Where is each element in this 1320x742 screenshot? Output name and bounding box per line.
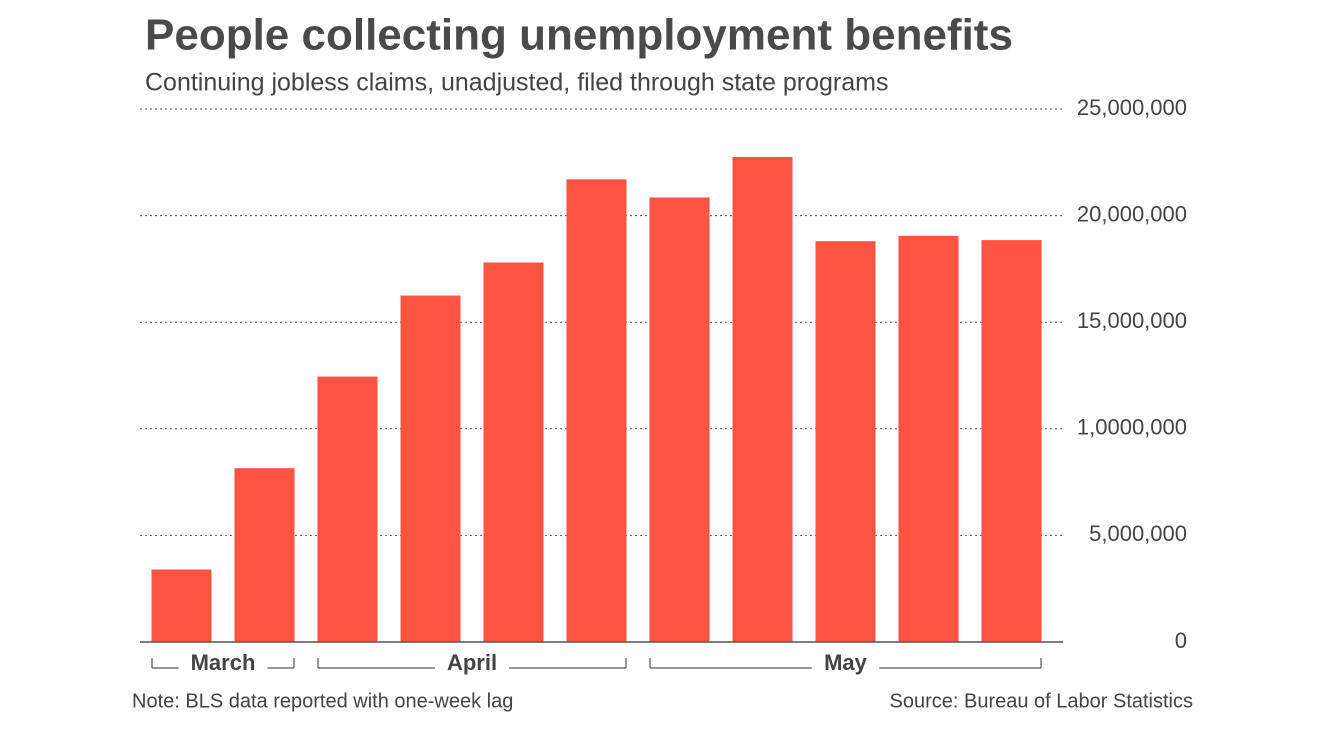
y-tick-label: 5,000,000 (1089, 521, 1187, 546)
bar (151, 569, 212, 642)
bar (566, 179, 627, 642)
bar (317, 376, 378, 642)
bar (898, 235, 959, 642)
group-label: March (191, 650, 256, 675)
y-tick-label: 15,000,000 (1077, 308, 1187, 333)
source: Source: Bureau of Labor Statistics (890, 690, 1194, 712)
bar (234, 468, 295, 642)
note: Note: BLS data reported with one-week la… (132, 690, 513, 712)
y-tick-label: 0 (1175, 628, 1187, 653)
y-tick-label: 25,000,000 (1077, 95, 1187, 120)
bar (815, 241, 876, 642)
chart-subtitle: Continuing jobless claims, unadjusted, f… (145, 69, 888, 97)
bar (483, 262, 544, 642)
group-label: April (447, 650, 497, 675)
y-tick-label: 20,000,000 (1077, 201, 1187, 226)
bar (400, 295, 461, 642)
bar (732, 156, 793, 642)
bar (981, 240, 1042, 643)
group-label: May (824, 650, 868, 675)
chart-title: People collecting unemployment benefits (145, 11, 1013, 60)
y-tick-label: 1,0000,000 (1077, 415, 1187, 440)
bar (649, 197, 710, 642)
